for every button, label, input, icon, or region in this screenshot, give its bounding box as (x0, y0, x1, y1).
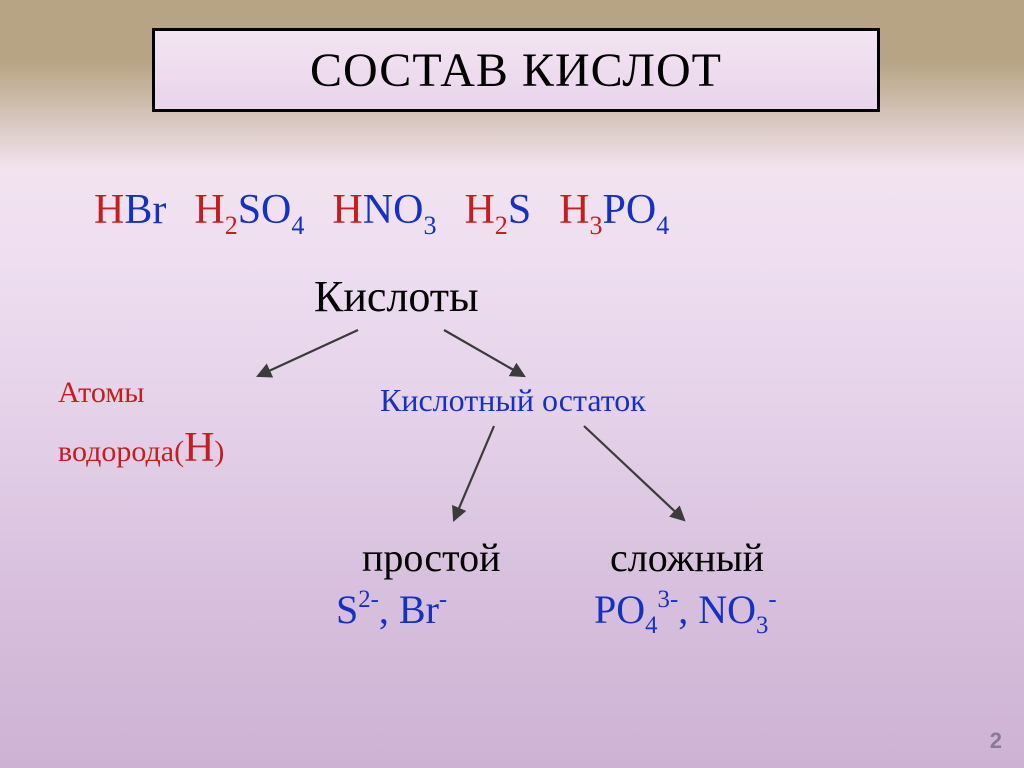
right-branch: Кислотный остаток (380, 382, 646, 419)
formula-h2s: H2S (464, 186, 531, 239)
simple-ions: S2-, Br- (336, 586, 447, 633)
left-branch-line2: водорода(Н) (58, 424, 308, 472)
slide-title: СОСТАВ КИСЛОТ (310, 43, 722, 98)
formula-h3po4: H3PO4 (559, 186, 669, 239)
formula-hbr: HBr (94, 186, 166, 234)
page-number: 2 (990, 728, 1002, 754)
formula-hno3: HNO3 (332, 186, 436, 239)
complex-label: сложный (610, 534, 764, 581)
left-branch-line1: Атомы (58, 376, 308, 410)
simple-label: простой (362, 534, 501, 581)
title-box: СОСТАВ КИСЛОТ (152, 28, 880, 112)
formula-h2so4: H2SO4 (194, 186, 304, 239)
formula-row: HBr H2SO4 HNO3 H2S H3PO4 (94, 186, 934, 239)
center-label: Кислоты (314, 271, 479, 322)
slide: СОСТАВ КИСЛОТ HBr H2SO4 HNO3 H2S H3PO4 К… (0, 0, 1024, 768)
left-branch: Атомы водорода(Н) (58, 376, 308, 472)
complex-ions: PO43-, NO3- (594, 586, 777, 639)
